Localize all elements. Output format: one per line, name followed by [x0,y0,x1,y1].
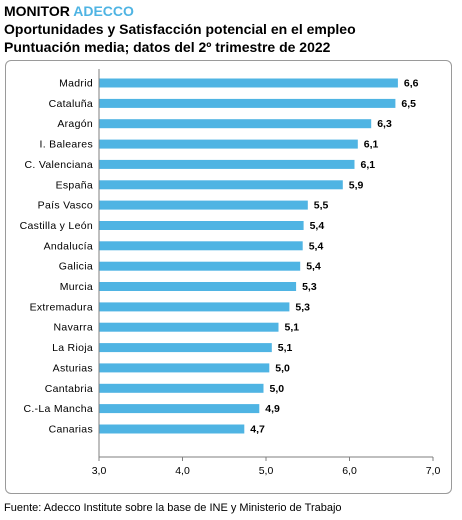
chart-header: MONITOR ADECCO Oportunidades y Satisfacc… [4,2,356,56]
bar [99,139,358,149]
category-label: Murcia [60,281,93,293]
data-label: 4,9 [265,403,280,415]
bar [99,221,304,230]
bar [99,180,343,190]
chart-frame: Madrid 6,6 Cataluña 6,5 Aragón 6,3 I. Baleares… [5,60,452,494]
brand-line: MONITOR ADECCO [4,2,356,20]
data-label: 6,1 [361,159,376,171]
category-label: Aragón [57,118,93,130]
bar [99,98,396,108]
category-label: Extremadura [30,301,93,313]
data-label: 5,5 [314,200,329,212]
brand-name: MONITOR [4,3,70,19]
bar [99,261,301,271]
chart-subtitle: Puntuación media; datos del 2º trimestre… [4,39,331,55]
bar [99,404,260,414]
category-label: País Vasco [38,200,93,212]
data-label: 5,3 [295,301,310,313]
category-label: Madrid [59,78,93,90]
data-label: 6,5 [401,98,416,110]
bar [99,322,279,332]
bar [99,363,270,373]
category-label: Cataluña [49,98,93,110]
category-label: La Rioja [52,342,93,354]
data-label: 6,3 [377,118,392,130]
category-label: España [56,179,93,191]
category-label: Andalucía [44,240,93,252]
bar [99,200,308,210]
x-tick-label: 4,0 [175,465,190,477]
bar [99,78,398,88]
data-label: 5,1 [285,322,300,334]
bar [99,282,297,291]
data-label: 5,3 [302,281,317,293]
category-label: Navarra [54,322,93,334]
category-label: Castilla y León [20,220,93,232]
data-label: 5,4 [310,220,325,232]
category-label: Asturias [53,362,93,374]
data-label: 5,4 [306,261,321,273]
x-tick-label: 3,0 [92,465,107,477]
category-label: C.-La Mancha [23,403,93,415]
x-tick-label: 5,0 [259,465,274,477]
x-tick-label: 7,0 [426,465,441,477]
category-label: C. Valenciana [25,159,94,171]
category-label: Cantabria [45,383,93,395]
bar [99,302,290,312]
bar-chart: Madrid 6,6 Cataluña 6,5 Aragón 6,3 I. Baleares… [20,69,441,477]
bar [99,383,264,393]
data-label: 5,0 [275,362,290,374]
data-label: 6,6 [404,78,419,90]
chart-title: Oportunidades y Satisfacción potencial e… [4,21,356,37]
bar [99,343,272,353]
source-note: Fuente: Adecco Institute sobre la base d… [4,502,342,514]
x-tick-label: 6,0 [342,465,357,477]
data-label: 5,4 [309,240,324,252]
data-label: 5,9 [349,179,364,191]
brand-accent: ADECCO [73,3,134,19]
data-label: 5,0 [270,383,285,395]
data-label: 4,7 [250,424,265,436]
bar [99,424,245,434]
bar [99,119,372,129]
category-label: I. Baleares [40,139,94,151]
data-label: 5,1 [278,342,293,354]
category-label: Galicia [59,261,93,273]
category-label: Canarias [49,424,93,436]
bar [99,241,303,251]
bar [99,159,355,169]
data-label: 6,1 [364,139,379,151]
